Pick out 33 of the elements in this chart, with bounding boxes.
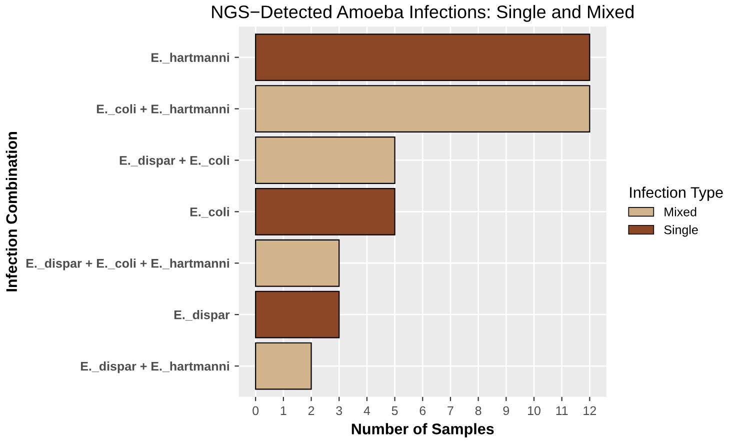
y-tick-label: E._dispar bbox=[174, 310, 230, 322]
legend-label: Single bbox=[664, 225, 698, 237]
x-tick-label: 3 bbox=[336, 406, 342, 416]
bar bbox=[255, 85, 590, 132]
chart-title: NGS−Detected Amoeba Infections: Single and Mixed bbox=[212, 5, 634, 22]
x-tick-label: 6 bbox=[420, 406, 426, 416]
x-tick-label: 5 bbox=[392, 406, 398, 416]
x-tick-label: 1 bbox=[280, 406, 286, 415]
y-tick-label: E._dispar + E._hartmanni bbox=[80, 362, 229, 374]
x-axis-title: Number of Samples bbox=[352, 423, 494, 438]
bar bbox=[255, 342, 312, 390]
y-tick-label: E._coli + E._hartmanni bbox=[96, 104, 229, 115]
x-tick-label: 7 bbox=[448, 406, 454, 415]
legend-label: Mixed bbox=[664, 207, 696, 216]
y-axis-title: Infection Combination bbox=[6, 132, 18, 292]
x-tick-label: 8 bbox=[475, 406, 482, 416]
x-tick-label: 10 bbox=[528, 406, 540, 416]
legend-title: Infection Type bbox=[630, 186, 723, 201]
bar bbox=[255, 34, 590, 82]
x-tick-label: 2 bbox=[308, 406, 314, 415]
bar bbox=[255, 290, 340, 338]
y-tick-label: E._dispar + E._coli + E._hartmanni bbox=[26, 258, 229, 270]
x-tick-label: 4 bbox=[364, 406, 370, 415]
bar bbox=[255, 136, 396, 184]
x-tick-label: 0 bbox=[252, 406, 259, 416]
y-tick-label: E._coli bbox=[190, 207, 229, 218]
bar bbox=[255, 188, 396, 236]
y-tick-label: E._hartmanni bbox=[152, 52, 229, 64]
x-tick-label: 9 bbox=[503, 406, 510, 416]
x-tick-label: 11 bbox=[556, 406, 568, 415]
x-tick-label: 12 bbox=[584, 406, 596, 415]
y-tick-label: E._dispar + E._coli bbox=[120, 156, 229, 168]
bar bbox=[255, 239, 340, 287]
